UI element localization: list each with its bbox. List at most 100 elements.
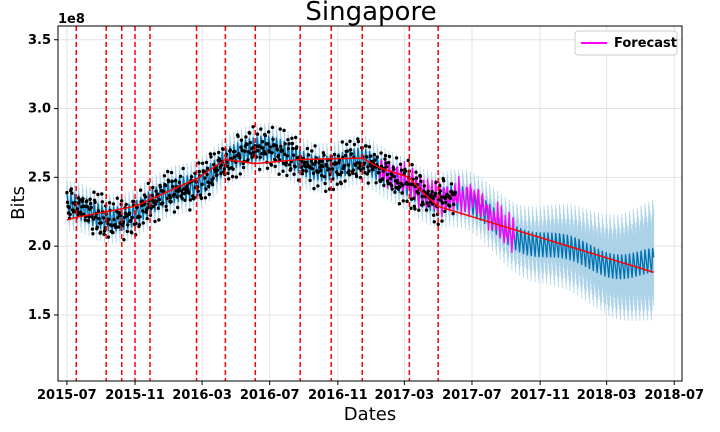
- actual-point: [421, 202, 425, 207]
- actual-point: [135, 205, 139, 210]
- actual-point: [89, 205, 94, 210]
- actual-point: [126, 223, 130, 227]
- actual-point: [204, 160, 209, 165]
- actual-point: [215, 168, 220, 172]
- actual-point: [332, 152, 337, 157]
- actual-point: [393, 190, 397, 194]
- actual-point: [205, 166, 210, 171]
- y-axis-label: Bits: [8, 186, 29, 220]
- actual-point: [65, 190, 69, 195]
- actual-point: [204, 187, 208, 191]
- actual-point: [319, 168, 323, 173]
- actual-point: [266, 142, 270, 146]
- actual-point: [265, 166, 270, 170]
- actual-point: [364, 144, 368, 148]
- actual-point: [93, 200, 97, 204]
- actual-point: [222, 170, 226, 174]
- actual-point: [300, 159, 304, 164]
- actual-point: [304, 169, 308, 173]
- y-tick-label: 3.5: [28, 33, 51, 48]
- actual-point: [188, 198, 193, 202]
- actual-point: [281, 169, 285, 173]
- x-axis-label: Dates: [344, 404, 396, 425]
- actual-point: [238, 172, 242, 176]
- actual-point: [337, 160, 341, 165]
- actual-point: [70, 191, 74, 195]
- actual-point: [68, 212, 72, 217]
- actual-point: [116, 225, 121, 229]
- actual-point: [69, 187, 74, 191]
- actual-point: [287, 142, 291, 146]
- x-tick-label: 2015-07: [37, 388, 97, 403]
- actual-point: [211, 176, 215, 180]
- actual-point: [173, 192, 177, 197]
- actual-point: [383, 153, 388, 158]
- actual-point: [233, 149, 237, 154]
- actual-point: [178, 174, 183, 179]
- actual-point: [276, 153, 281, 158]
- actual-point: [285, 154, 290, 158]
- actual-point: [100, 192, 104, 196]
- actual-point: [438, 189, 443, 193]
- actual-point: [384, 165, 389, 169]
- actual-point: [258, 167, 262, 172]
- actual-point: [243, 149, 247, 153]
- actual-point: [405, 199, 409, 203]
- actual-point: [412, 204, 416, 208]
- actual-point: [398, 185, 402, 189]
- actual-point: [431, 196, 435, 201]
- actual-point: [245, 142, 249, 147]
- actual-point: [320, 159, 324, 164]
- actual-point: [124, 202, 128, 207]
- actual-point: [383, 157, 387, 161]
- actual-point: [367, 169, 371, 173]
- actual-point: [99, 230, 103, 234]
- actual-point: [439, 198, 443, 202]
- actual-point: [207, 184, 211, 188]
- actual-point: [413, 207, 417, 211]
- actual-point: [154, 199, 159, 203]
- actual-point: [157, 218, 161, 222]
- actual-point: [340, 170, 344, 175]
- actual-point: [91, 232, 95, 236]
- actual-point: [192, 195, 196, 200]
- actual-point: [244, 135, 248, 139]
- actual-point: [399, 168, 404, 172]
- actual-point: [322, 175, 327, 179]
- actual-point: [246, 150, 251, 154]
- actual-point: [358, 175, 363, 180]
- actual-point: [440, 201, 445, 205]
- actual-point: [283, 152, 287, 156]
- actual-point: [414, 176, 419, 180]
- actual-point: [443, 209, 447, 213]
- actual-point: [121, 220, 126, 224]
- actual-point: [366, 181, 370, 185]
- actual-point: [170, 179, 174, 184]
- legend: Forecast: [574, 30, 678, 56]
- actual-point: [130, 231, 134, 235]
- actual-point: [85, 199, 89, 203]
- actual-point: [172, 210, 177, 214]
- actual-point: [384, 161, 388, 165]
- x-tick-label: 2015-11: [105, 388, 165, 403]
- actual-point: [390, 187, 394, 191]
- actual-point: [406, 158, 410, 163]
- actual-point: [146, 181, 150, 186]
- actual-point: [146, 206, 150, 210]
- actual-point: [347, 173, 352, 177]
- actual-point: [102, 232, 106, 236]
- actual-point: [82, 204, 87, 209]
- actual-point: [420, 194, 424, 199]
- actual-point: [232, 155, 236, 159]
- actual-point: [385, 172, 389, 177]
- actual-point: [417, 208, 421, 212]
- actual-point: [164, 204, 168, 209]
- actual-point: [279, 144, 283, 149]
- actual-point: [283, 142, 287, 146]
- x-tick-label: 2016-07: [240, 388, 300, 403]
- actual-point: [197, 169, 201, 174]
- actual-point: [365, 155, 369, 159]
- actual-point: [392, 167, 396, 171]
- actual-point: [317, 161, 321, 165]
- actual-point: [394, 156, 399, 160]
